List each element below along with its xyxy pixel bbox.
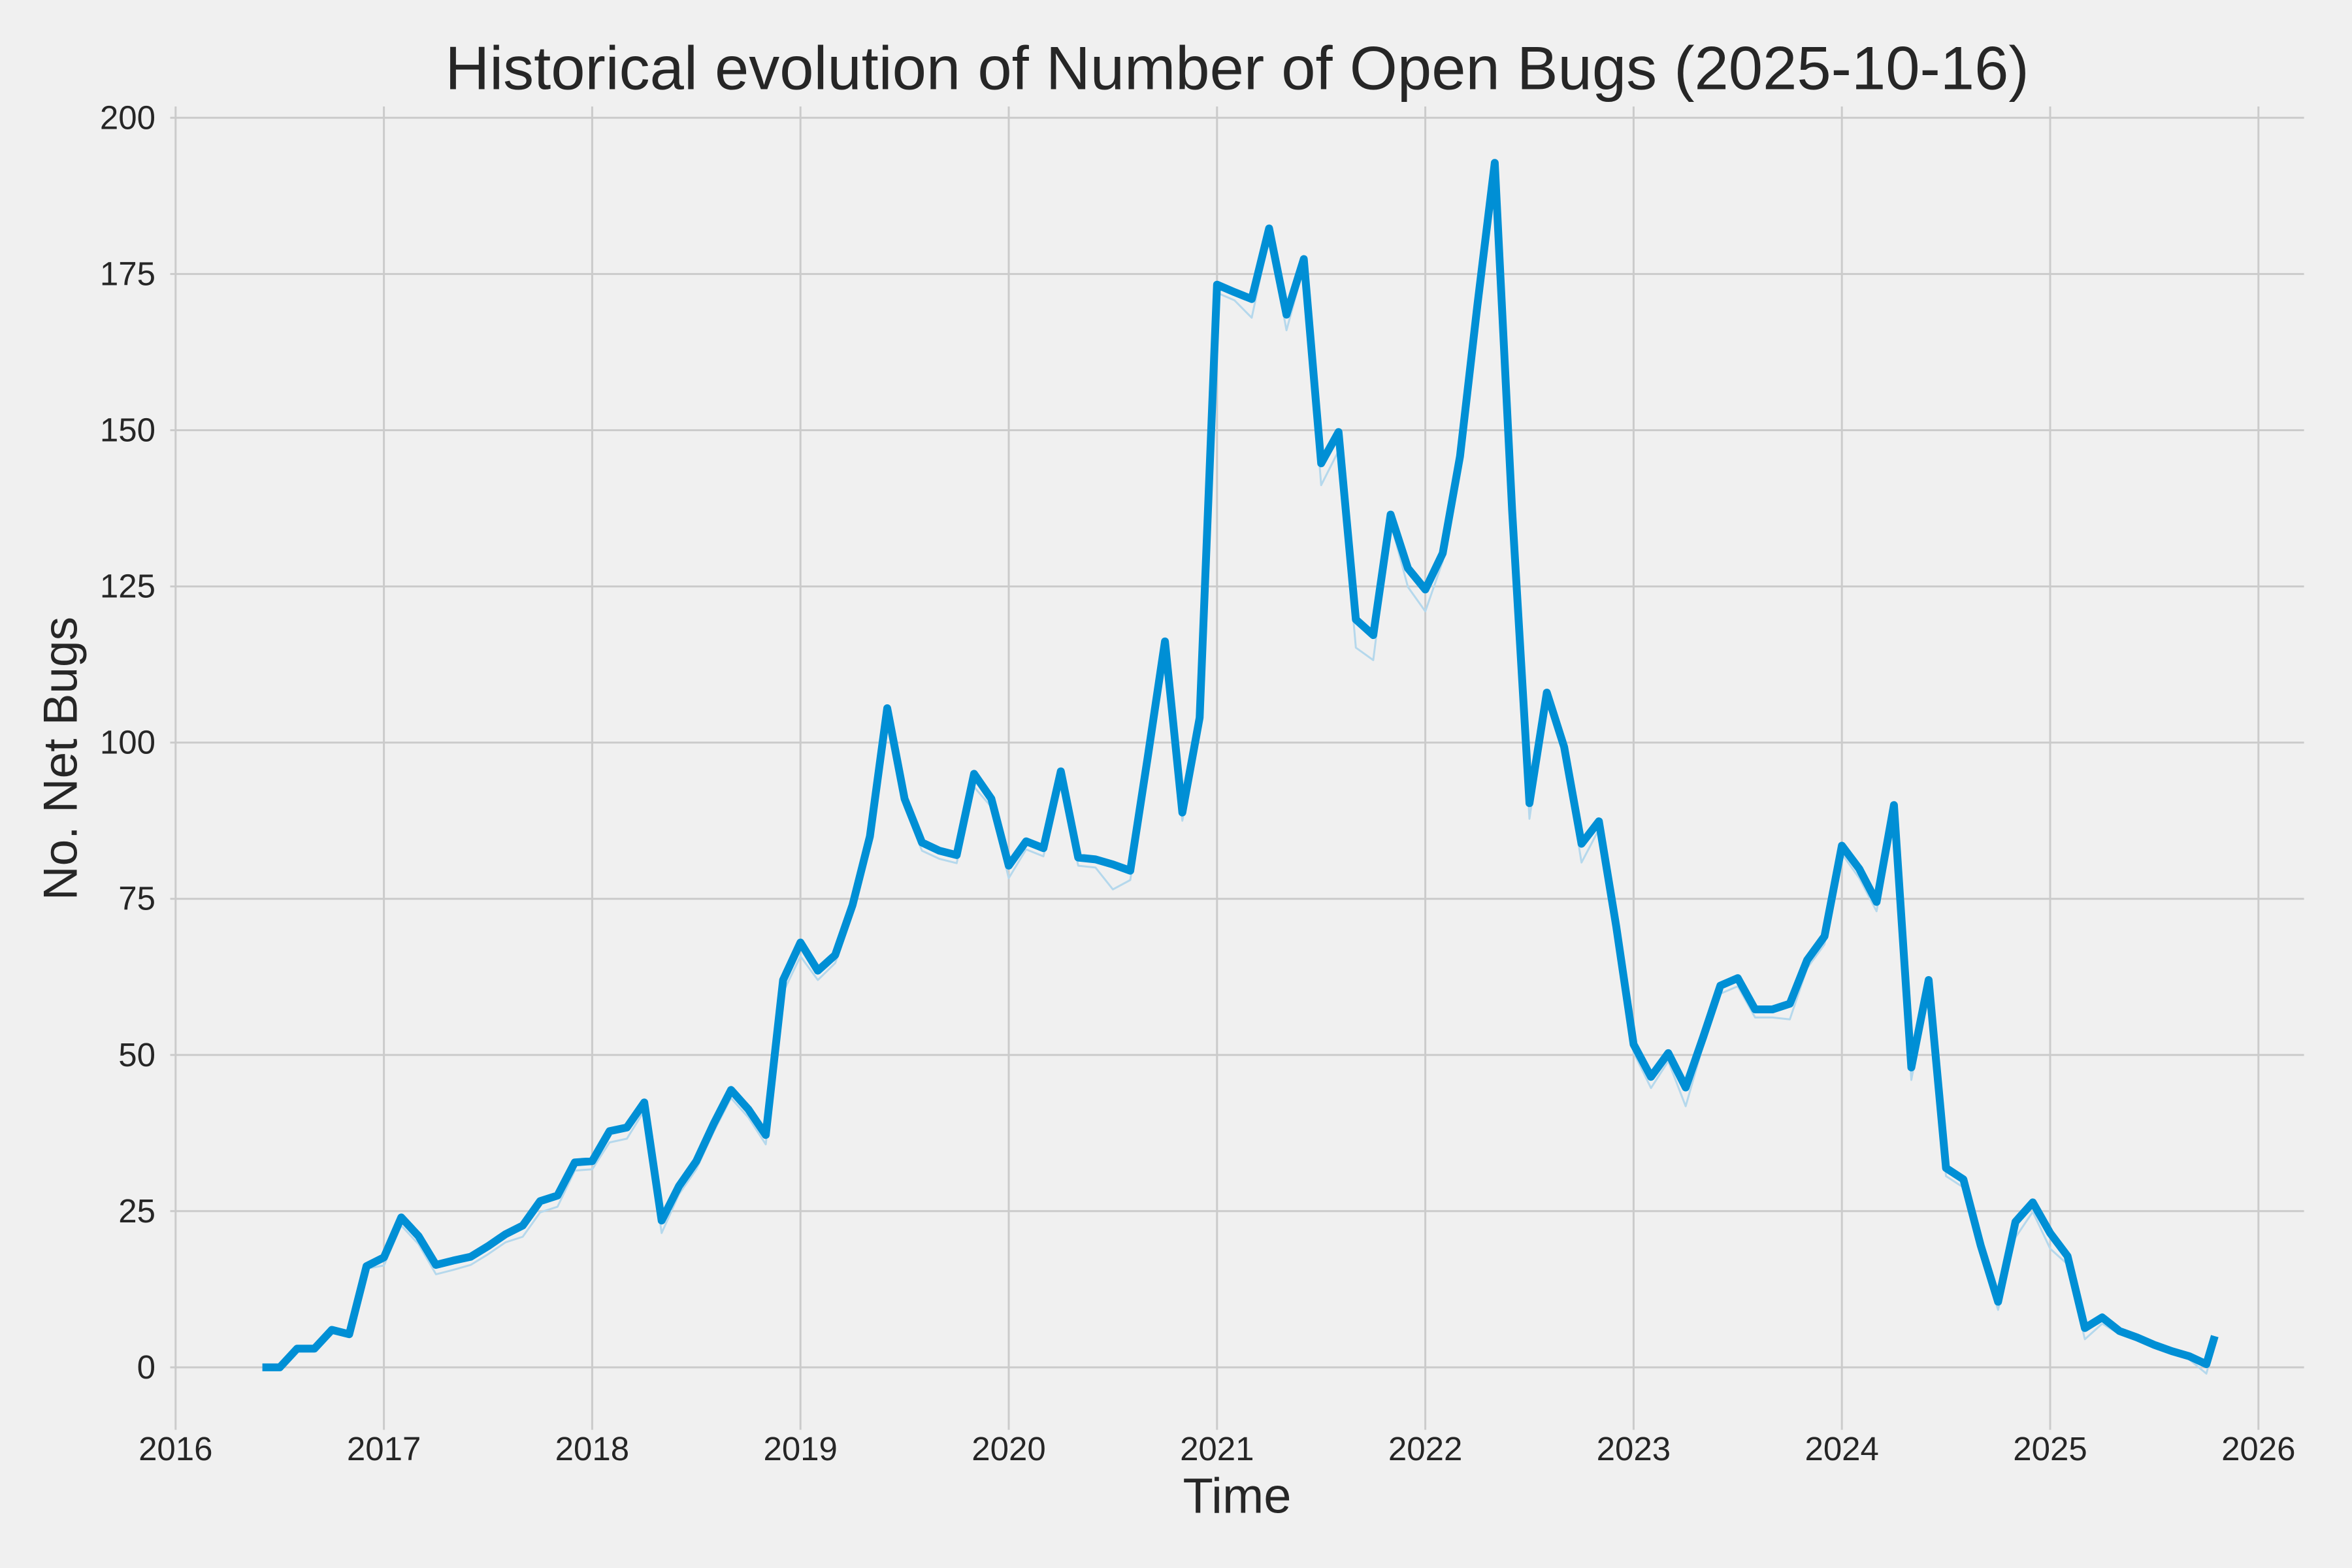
svg-text:No. Net Bugs: No. Net Bugs (34, 617, 87, 900)
svg-text:50: 50 (118, 1036, 155, 1073)
svg-text:175: 175 (100, 255, 155, 292)
svg-text:2025: 2025 (2013, 1430, 2087, 1467)
svg-text:100: 100 (100, 724, 155, 761)
svg-text:2018: 2018 (555, 1430, 629, 1467)
svg-text:150: 150 (100, 412, 155, 449)
svg-text:75: 75 (118, 880, 155, 917)
svg-text:Time: Time (1183, 1468, 1291, 1524)
svg-text:2017: 2017 (347, 1430, 421, 1467)
svg-text:25: 25 (118, 1192, 155, 1230)
svg-text:2022: 2022 (1388, 1430, 1462, 1467)
svg-text:2019: 2019 (763, 1430, 837, 1467)
svg-text:2023: 2023 (1597, 1430, 1671, 1467)
svg-text:200: 200 (100, 99, 155, 136)
svg-text:2026: 2026 (2221, 1430, 2295, 1467)
svg-text:2016: 2016 (139, 1430, 212, 1467)
svg-text:0: 0 (137, 1348, 155, 1386)
svg-text:125: 125 (100, 568, 155, 605)
svg-text:2020: 2020 (972, 1430, 1045, 1467)
svg-text:2021: 2021 (1180, 1430, 1254, 1467)
svg-text:Historical evolution of Number: Historical evolution of Number of Open B… (445, 34, 2029, 103)
svg-text:2024: 2024 (1805, 1430, 1878, 1467)
